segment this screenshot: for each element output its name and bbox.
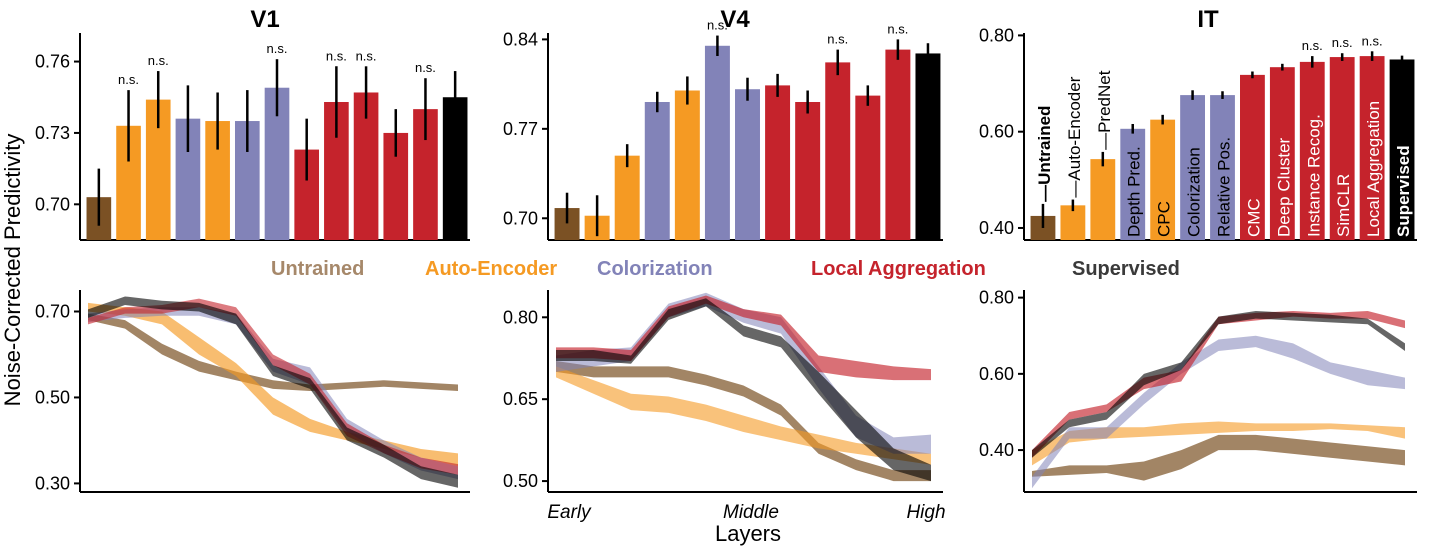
- bar-panel-0-y-tick-label: 0.76: [35, 52, 70, 72]
- bar-panel-2-bar-label: Local Aggregation: [1364, 101, 1383, 237]
- bar-panel-2-bar: [1359, 56, 1385, 240]
- bar-panel-2-bar-label: Supervised: [1394, 145, 1413, 237]
- x-tick-middle: Middle: [723, 502, 779, 523]
- bar-panel-2-bar-label: Instance Recog.: [1304, 114, 1323, 237]
- legend: Untrained Auto-Encoder Colorization Loca…: [271, 258, 1180, 280]
- bar-panel-2-bar-label: CPC: [1155, 201, 1174, 237]
- area-panel-2-band: [1032, 421, 1405, 466]
- panel-it-bars: IT 0.40 0.60 0.80 —Untrained —Auto-Encoder —Pr…: [979, 6, 1417, 241]
- bar-panel-2-bar: [1329, 57, 1355, 241]
- bar-panel-0-title: V1: [250, 6, 279, 33]
- area-panel-0-band: [88, 302, 458, 467]
- area-panel-0-y-tick-label: 0.70: [35, 301, 70, 321]
- bar-panel-2-significance-label: n.s.: [1362, 33, 1383, 48]
- x-tick-high: High: [906, 502, 945, 523]
- bar-panel-1-bar: [614, 155, 640, 240]
- bar-panel-2-title: IT: [1197, 6, 1219, 33]
- bar-panel-1-bar: [885, 49, 911, 240]
- bar-panel-2-bar-label: Deep Cluster: [1274, 137, 1293, 237]
- area-panel-2-y-tick-label: 0.60: [979, 364, 1014, 384]
- bar-panel-2-bar-label: Colorization: [1185, 147, 1204, 237]
- bar-panel-1-bar: [915, 53, 941, 240]
- bar-panel-2-bar: [1090, 159, 1116, 240]
- bar-panel-2-bar-label: CMC: [1244, 198, 1263, 237]
- bar-panel-2-bar-label: Depth Pred.: [1125, 146, 1144, 237]
- area-panel-1-y-tick-label: 0.80: [503, 307, 538, 327]
- bar-panel-1-y-tick-label: 0.84: [503, 29, 538, 49]
- bar-panel-0-significance-label: n.s.: [356, 48, 377, 63]
- area-panel-2-y-tick-label: 0.40: [979, 440, 1014, 460]
- bar-panel-2-y-tick-label: 0.80: [979, 25, 1014, 45]
- bar-panel-2-bar-label: —Auto-Encoder: [1065, 76, 1084, 197]
- panel-v4-layers: 0.50 0.65 0.80: [503, 290, 943, 493]
- bar-panel-2-bar: [1389, 59, 1415, 240]
- area-panel-1-band: [556, 295, 931, 381]
- bar-panel-1-bar: [765, 85, 791, 240]
- bar-panel-0-significance-label: n.s.: [267, 41, 288, 56]
- bar-panel-2-bar-label: SimCLR: [1334, 174, 1353, 237]
- panel-v1-layers: 0.30 0.50 0.70: [35, 290, 470, 493]
- legend-autoencoder: Auto-Encoder: [425, 258, 557, 280]
- bar-panel-0-significance-label: n.s.: [118, 72, 139, 87]
- bar-panel-0-y-tick-label: 0.73: [35, 123, 70, 143]
- bar-panel-2-bar: [1240, 74, 1265, 240]
- bar-panel-0-y-tick-label: 0.70: [35, 194, 70, 214]
- area-panel-2-band: [1032, 434, 1405, 481]
- bar-panel-2-bar-label: —PredNet: [1095, 70, 1114, 150]
- area-panel-2-y-tick-label: 0.80: [979, 288, 1014, 308]
- legend-colorization: Colorization: [597, 258, 713, 280]
- bar-panel-1-bar: [704, 45, 730, 241]
- bar-panel-1-significance-label: n.s.: [887, 21, 908, 36]
- bar-panel-1-bar: [825, 62, 851, 241]
- x-axis-label: Layers: [715, 521, 781, 546]
- bar-panel-2-bar: [1180, 95, 1205, 240]
- area-panel-1-y-tick-label: 0.50: [503, 471, 538, 491]
- legend-aggregation: Local Aggregation: [811, 258, 986, 280]
- bar-panel-2-bar-label: Relative Pos.: [1215, 137, 1234, 237]
- area-panel-0-band: [88, 313, 458, 391]
- bar-panel-2-bar: [1269, 67, 1295, 240]
- panel-v4-bars: V4 0.70 0.77 0.84 n.s. n.s. n.s.: [503, 6, 943, 241]
- bar-panel-2-significance-label: n.s.: [1302, 38, 1323, 53]
- bar-panel-1-bar: [855, 95, 881, 240]
- bar-panel-0-significance-label: n.s.: [415, 60, 436, 75]
- x-tick-early: Early: [547, 502, 592, 523]
- area-panel-0-y-tick-label: 0.30: [35, 473, 70, 493]
- area-panel-1-band: [556, 298, 931, 482]
- bar-panel-2-bar: [1060, 205, 1086, 240]
- area-panel-0-y-tick-label: 0.50: [35, 387, 70, 407]
- bar-panel-1-y-tick-label: 0.70: [503, 208, 538, 228]
- bar-panel-1-significance-label: n.s.: [827, 32, 848, 47]
- bar-panel-1-y-tick-label: 0.77: [503, 119, 538, 139]
- bar-panel-1-bar: [674, 90, 700, 240]
- bar-panel-0-significance-label: n.s.: [326, 48, 347, 63]
- area-panel-0-band: [88, 296, 458, 488]
- bar-panel-2-y-tick-label: 0.40: [979, 218, 1014, 238]
- area-panel-1-y-tick-label: 0.65: [503, 389, 538, 409]
- bar-panel-2-bar: [1120, 128, 1146, 240]
- bar-panel-2-bar: [1150, 119, 1176, 240]
- bar-panel-1-title: V4: [720, 6, 750, 33]
- area-panel-1-band: [556, 360, 931, 482]
- panel-it-layers: 0.40 0.60 0.80: [979, 288, 1417, 493]
- bar-panel-1-bar: [795, 102, 821, 240]
- bar-panel-0-significance-label: n.s.: [148, 53, 169, 68]
- bar-panel-2-bar: [1299, 61, 1325, 240]
- bar-panel-2-significance-label: n.s.: [1332, 35, 1353, 50]
- bar-panel-1-bar: [644, 102, 670, 240]
- bar-panel-2-bar: [1210, 95, 1235, 240]
- area-panel-1-band: [556, 366, 931, 465]
- bar-panel-2-y-tick-label: 0.60: [979, 122, 1014, 142]
- layer-axis-labels: Early Middle High Layers: [547, 502, 945, 546]
- bar-panel-1-bar: [735, 89, 760, 240]
- legend-untrained: Untrained: [271, 258, 364, 280]
- bar-panel-1-significance-label: n.s.: [707, 18, 728, 33]
- legend-supervised: Supervised: [1072, 258, 1180, 280]
- bar-panel-2-bar-label: —Untrained: [1035, 106, 1054, 202]
- y-axis-label: Noise-Corrected Predictivity: [0, 134, 25, 407]
- panel-v1-bars: V1 0.70 0.73 0.76 n.s. n.s. n.s. n.s. n.s. n.s.: [35, 6, 470, 241]
